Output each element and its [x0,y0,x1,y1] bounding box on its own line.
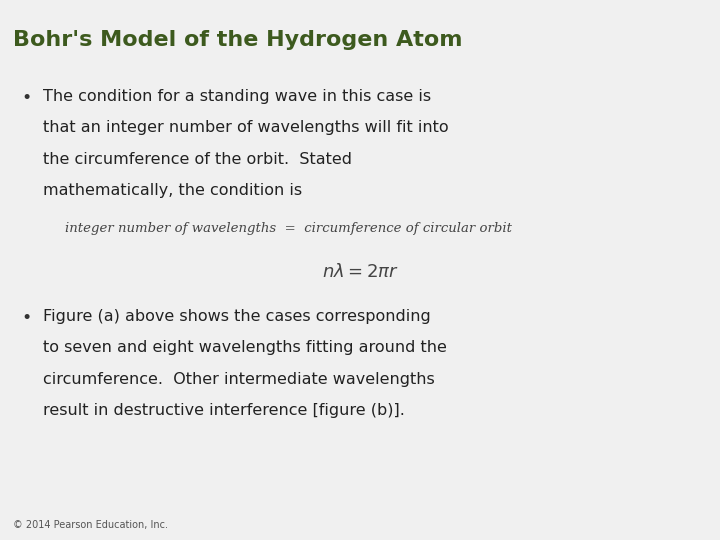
Text: Figure (a) above shows the cases corresponding: Figure (a) above shows the cases corresp… [43,309,431,324]
Text: the circumference of the orbit.  Stated: the circumference of the orbit. Stated [43,152,352,167]
Text: that an integer number of wavelengths will fit into: that an integer number of wavelengths wi… [43,120,449,136]
Text: •: • [22,89,32,107]
Text: $n\lambda = 2\pi r$: $n\lambda = 2\pi r$ [322,263,398,281]
Text: mathematically, the condition is: mathematically, the condition is [43,183,302,198]
Text: © 2014 Pearson Education, Inc.: © 2014 Pearson Education, Inc. [13,520,168,530]
Text: •: • [22,309,32,327]
Text: to seven and eight wavelengths fitting around the: to seven and eight wavelengths fitting a… [43,340,447,355]
Text: integer number of wavelengths  =  circumference of circular orbit: integer number of wavelengths = circumfe… [65,222,512,235]
Text: circumference.  Other intermediate wavelengths: circumference. Other intermediate wavele… [43,372,435,387]
Text: The condition for a standing wave in this case is: The condition for a standing wave in thi… [43,89,431,104]
Text: result in destructive interference [figure (b)].: result in destructive interference [figu… [43,403,405,418]
Text: Bohr's Model of the Hydrogen Atom: Bohr's Model of the Hydrogen Atom [13,30,462,50]
